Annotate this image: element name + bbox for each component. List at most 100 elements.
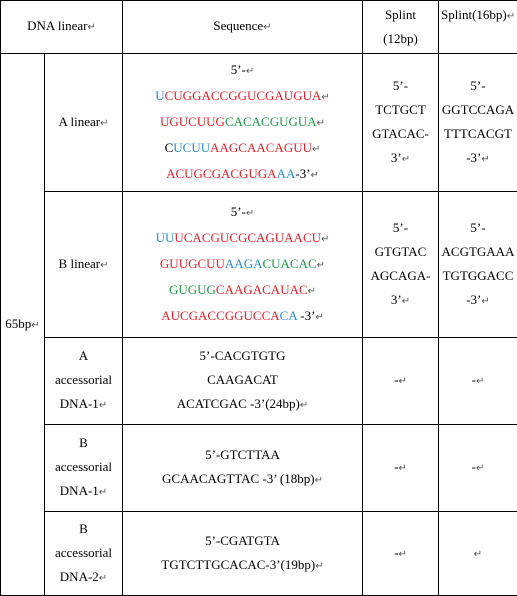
sequence-segment: -3’	[295, 165, 311, 181]
paragraph-mark: ↵	[401, 295, 411, 307]
sequence-segment: 5’-	[230, 203, 246, 219]
sequence-line: UCUGGACCGGUCGAUGUA↵	[125, 84, 360, 110]
sequence-segment: U	[155, 87, 165, 103]
sequence-segment: CACACGUGUA	[224, 113, 317, 129]
b-linear-name: B linear↵	[44, 191, 123, 338]
b-acc2-splint-12: -↵	[362, 511, 439, 596]
a-acc1-splint-12: -↵	[362, 337, 439, 425]
text-line: 3’↵	[390, 149, 411, 165]
sequence-segment: CA	[279, 307, 297, 323]
sequence-segment: C	[164, 87, 174, 103]
b-acc1-splint-12: -↵	[362, 424, 439, 512]
b-acc2-splint-16: ↵	[438, 511, 517, 596]
paragraph-mark: ↵	[98, 400, 108, 411]
sequence-line: GUGUGCAAGACAUAC↵	[125, 278, 360, 304]
text-line: 5’-CGATGTA	[205, 532, 280, 548]
sequence-line: 5’-↵	[125, 200, 360, 226]
sequence-segment: CAAGACAUAC	[215, 281, 308, 297]
sequence-segment: UCACGUCGCAGUAACU	[174, 229, 321, 245]
text-line: DNA-2↵	[59, 568, 108, 584]
sequence-segment: CUACAC	[262, 255, 317, 271]
sequence-segment: AAGCAACAGUU	[210, 139, 312, 155]
paragraph-mark: ↵	[98, 572, 108, 584]
b-acc1-sequence: 5’-GTCTTAA GCAACAGTTAC -3’ (18bp)↵	[122, 424, 363, 512]
row-b-linear: B linear↵ 5’-↵ UUUCACGUCGCAGUAACU↵ GUUGCUU…	[1, 191, 517, 338]
sequence-line: UUUCACGUCGCAGUAACU↵	[125, 226, 360, 252]
paragraph-mark: ↵	[299, 400, 309, 411]
text-line: A	[78, 348, 89, 363]
paragraph-mark: ↵	[245, 207, 255, 219]
text-line: 5’-	[392, 77, 409, 93]
header-splint-16bp: Splint(16bp)↵	[438, 0, 517, 54]
paragraph-mark: ↵	[310, 169, 319, 181]
b-linear-sequence: 5’-↵ UUUCACGUCGCAGUAACU↵ GUUGCUUAAGACUACAC…	[122, 191, 363, 338]
sequence-segment: AUCGACCGGUCCA	[161, 307, 280, 323]
text-line: GGTCCAGA	[441, 101, 515, 117]
header-sequence: Sequence↵	[122, 0, 363, 54]
sequence-segment: UU	[155, 229, 175, 245]
text-line: AGCAGA-	[370, 267, 431, 283]
b-acc2-sequence: 5’-CGATGTA TGTCTTGCACAC-3’(19bp)↵	[122, 511, 363, 596]
text-line: B	[79, 435, 88, 450]
text-line: GTGTAC	[374, 243, 427, 259]
sequence-segment: UGUCUUG	[159, 113, 225, 129]
text-line: DNA-1↵	[59, 483, 108, 498]
paragraph-mark: ↵	[321, 233, 330, 245]
paragraph-mark: ↵	[311, 143, 321, 155]
text-line: ACATCGAC -3’(24bp)↵	[176, 396, 309, 411]
b-linear-splint-16: 5’- ACGTGAAA TGTGGACC -3’↵	[438, 191, 517, 338]
text-line: GTACAC-	[372, 125, 429, 141]
text-line: TGTCTTGCACAC-3’(19bp)↵	[161, 556, 324, 572]
text-line: 5’-GTCTTAA	[205, 447, 280, 462]
sequence-segment: GUGUG	[168, 281, 216, 297]
text-line: ACGTGAAA	[441, 243, 515, 259]
b-acc1-splint-16: -↵	[438, 424, 517, 512]
header-dna-linear: DNA linear↵	[0, 0, 123, 54]
sequence-segment: C	[164, 139, 174, 155]
text-line: accessorial	[54, 372, 113, 387]
paragraph-mark: ↵	[245, 65, 255, 77]
b-linear-splint-12: 5’- GTGTAC AGCAGA- 3’↵	[362, 191, 439, 338]
sequence-segment: AA	[276, 165, 296, 181]
sequence-line: 5’-↵	[125, 58, 360, 84]
sequence-line: ACUGCGACGUGAAA-3’↵	[125, 162, 360, 188]
sequence-segment: ACUGCGACGUGA	[166, 165, 277, 181]
text-line: GCAACAGTTAC -3’ (18bp)↵	[162, 471, 323, 486]
sequence-segment: AAGA	[224, 255, 263, 271]
row-a-linear: 65bp↵ A linear↵ 5’-↵ UCUGGACCGGUCGAUGUA↵ U…	[0, 53, 517, 596]
text-line: CAAGACAT	[207, 372, 278, 387]
sequence-line: CUCUUAAGCAACAGUU↵	[125, 136, 360, 162]
text-line: accessorial	[54, 459, 113, 474]
paragraph-mark: ↵	[315, 560, 324, 572]
a-acc1-splint-16: -↵	[438, 337, 517, 425]
paragraph-mark: ↵	[481, 295, 490, 307]
paragraph-mark: ↵	[307, 285, 317, 297]
text-line: 5’-CACGTGTG	[199, 348, 286, 363]
text-line: accessorial	[54, 544, 113, 560]
paragraph-mark: ↵	[315, 311, 324, 323]
a-linear-name: A linear↵	[44, 53, 123, 192]
paragraph-mark: ↵	[321, 91, 330, 103]
sequence-segment: 5’-	[230, 61, 246, 77]
group-65bp: 65bp↵	[0, 53, 45, 596]
sequence-line: GUUGCUUAAGACUACAC↵	[125, 252, 360, 278]
text-line: TTTCACGT	[444, 125, 512, 141]
paragraph-mark: ↵	[314, 475, 323, 486]
text-line: -3’↵	[466, 149, 490, 165]
paragraph-mark: ↵	[481, 153, 490, 165]
paragraph-mark: ↵	[316, 117, 326, 129]
header-row: DNA linear↵ Sequence↵ Splint (12bp) Splin…	[0, 0, 517, 54]
text-line: B	[79, 520, 88, 536]
text-line: TGTGGACC	[442, 267, 514, 283]
paragraph-mark: ↵	[316, 259, 326, 271]
sequence-segment: GUUGCUU	[159, 255, 225, 271]
text-line: DNA-1↵	[59, 396, 108, 411]
